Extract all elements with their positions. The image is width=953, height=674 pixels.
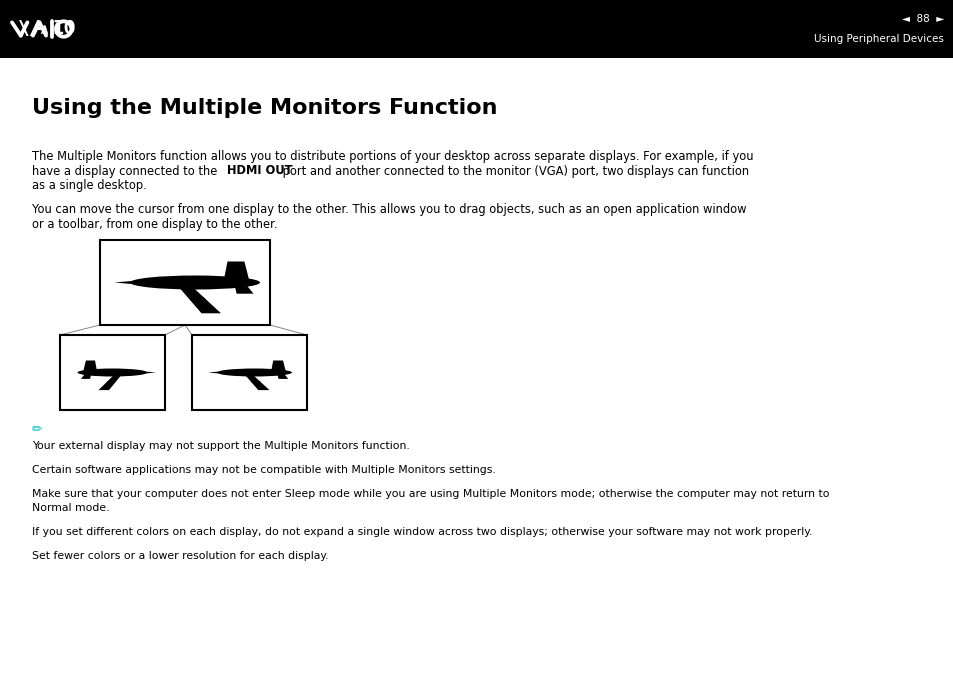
Polygon shape [233,282,253,294]
Text: ◄  88  ►: ◄ 88 ► [901,13,943,24]
Text: have a display connected to the: have a display connected to the [32,164,221,177]
Text: as a single desktop.: as a single desktop. [32,179,147,192]
Text: or a toolbar, from one display to the other.: or a toolbar, from one display to the ot… [32,218,277,231]
Polygon shape [243,373,269,390]
Polygon shape [79,372,91,373]
Text: \/: \/ [18,20,42,38]
Bar [192,335,307,410]
Polygon shape [276,373,288,379]
Polygon shape [81,373,91,379]
Polygon shape [98,373,123,390]
Ellipse shape [130,276,260,290]
Text: Using the Multiple Monitors Function: Using the Multiple Monitors Function [32,98,497,118]
Text: The Multiple Monitors function allows you to distribute portions of your desktop: The Multiple Monitors function allows yo… [32,150,753,163]
Text: If you set different colors on each display, do not expand a single window acros: If you set different colors on each disp… [32,527,812,537]
Text: IO: IO [52,20,75,38]
Polygon shape [83,361,97,372]
Ellipse shape [190,297,205,302]
Text: Make sure that your computer does not enter Sleep mode while you are using Multi: Make sure that your computer does not en… [32,489,828,499]
Ellipse shape [107,381,115,384]
Text: port and another connected to the monitor (VGA) port, two displays can function: port and another connected to the monito… [278,164,748,177]
Text: Certain software applications may not be compatible with Multiple Monitors setti: Certain software applications may not be… [32,465,496,475]
Polygon shape [233,282,257,284]
Polygon shape [144,371,155,373]
Text: ∧: ∧ [38,22,49,36]
Polygon shape [175,283,221,313]
Text: Your external display may not support the Multiple Monitors function.: Your external display may not support th… [32,441,410,451]
Ellipse shape [252,381,260,384]
Polygon shape [208,371,220,373]
Text: ✏: ✏ [32,423,43,436]
Ellipse shape [77,369,148,377]
Polygon shape [223,262,250,282]
Text: HDMI OUT: HDMI OUT [227,164,293,177]
Text: You can move the cursor from one display to the other. This allows you to drag o: You can move the cursor from one display… [32,204,745,216]
Bar [0,0,953,58]
Polygon shape [114,281,136,284]
Text: Normal mode.: Normal mode. [32,503,110,513]
Ellipse shape [216,369,292,377]
Text: Using Peripheral Devices: Using Peripheral Devices [813,34,943,44]
Bar [60,335,165,410]
Text: Set fewer colors or a lower resolution for each display.: Set fewer colors or a lower resolution f… [32,551,328,561]
Polygon shape [276,372,291,373]
Polygon shape [271,361,286,372]
Bar [100,240,270,325]
